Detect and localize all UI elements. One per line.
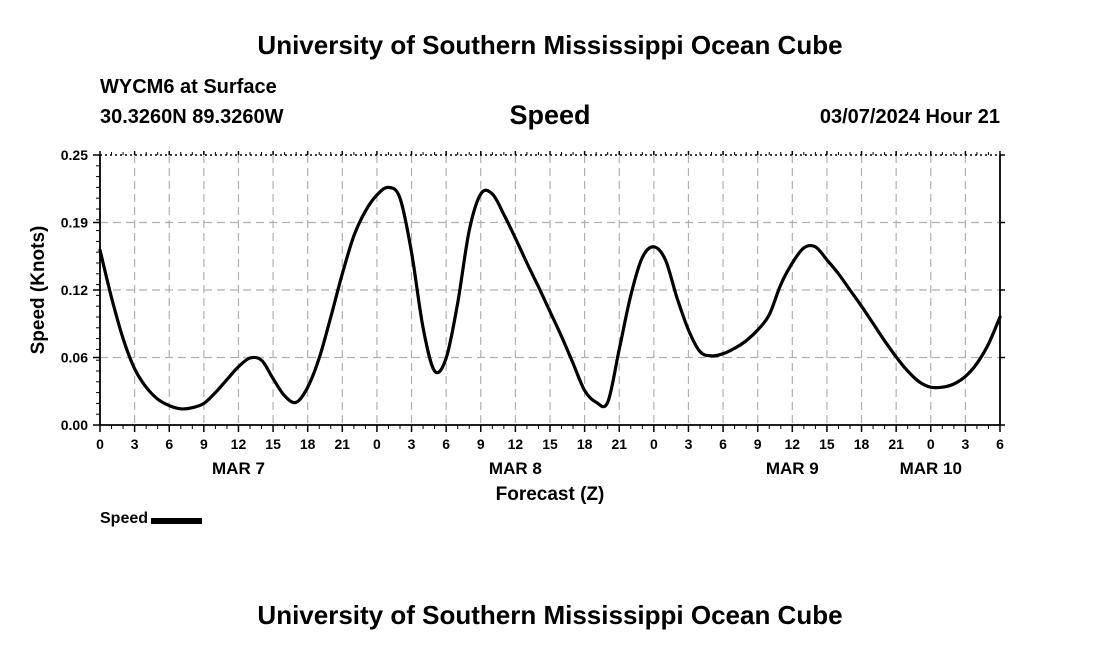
- x-tick-label: 3: [685, 436, 693, 452]
- x-tick-label: 6: [996, 436, 1004, 452]
- x-tick-label: 6: [719, 436, 727, 452]
- date-label: MAR 7: [212, 459, 265, 478]
- x-tick-label: 6: [442, 436, 450, 452]
- x-tick-label: 15: [542, 436, 558, 452]
- x-tick-label: 18: [854, 436, 870, 452]
- x-tick-label: 21: [888, 436, 904, 452]
- chart-series: [98, 185, 1002, 411]
- x-tick-label: 3: [961, 436, 969, 452]
- x-tick-label: 12: [508, 436, 524, 452]
- x-tick-label: 18: [300, 436, 316, 452]
- x-tick-label: 9: [200, 436, 208, 452]
- y-tick-label: 0.25: [61, 147, 88, 163]
- coordinates-label: 30.3260N 89.3260W: [100, 106, 284, 128]
- date-label: MAR 10: [900, 459, 962, 478]
- chart-title: Speed: [509, 100, 591, 130]
- speed-series-line: [98, 185, 1002, 411]
- x-tick-label: 12: [785, 436, 801, 452]
- forecast-datetime: 03/07/2024 Hour 21: [819, 106, 1000, 128]
- date-label: MAR 9: [766, 459, 819, 478]
- x-tick-label: 3: [131, 436, 139, 452]
- chart-grid: [100, 155, 1000, 425]
- x-tick-label: 3: [408, 436, 416, 452]
- x-tick-label: 0: [96, 436, 104, 452]
- x-tick-label: 0: [927, 436, 935, 452]
- x-axis-title: Forecast (Z): [496, 484, 605, 505]
- x-tick-label: 21: [611, 436, 627, 452]
- y-tick-label: 0.12: [61, 282, 88, 298]
- x-tick-label: 15: [819, 436, 835, 452]
- station-label: WYCM6 at Surface: [100, 76, 277, 98]
- x-tick-label: 18: [577, 436, 593, 452]
- chart-axes: [93, 151, 1005, 432]
- legend-label: Speed: [100, 510, 149, 527]
- y-tick-label: 0.19: [61, 215, 88, 231]
- footer-title: University of Southern Mississippi Ocean…: [257, 600, 843, 630]
- y-tick-label: 0.06: [61, 350, 88, 366]
- x-tick-label: 21: [335, 436, 351, 452]
- chart-labels: 0 3 6 9 12 15 18 21 0 3 6 9 12 15 18 21 0 3 6 9 12 15 18 21 0 3 6 0…: [28, 147, 1004, 505]
- page-title: University of Southern Mississippi Ocean…: [257, 30, 843, 60]
- chart-legend: Speed: [100, 510, 203, 528]
- x-tick-label: 12: [231, 436, 247, 452]
- x-tick-label: 0: [373, 436, 381, 452]
- x-tick-label: 0: [650, 436, 658, 452]
- x-tick-label: 9: [477, 436, 485, 452]
- x-tick-label: 9: [754, 436, 762, 452]
- x-tick-label: 6: [165, 436, 173, 452]
- date-label: MAR 8: [489, 459, 542, 478]
- y-tick-label: 0.00: [61, 417, 88, 433]
- y-axis-title: Speed (Knots): [28, 226, 49, 355]
- x-tick-label: 15: [265, 436, 281, 452]
- legend-swatch: [151, 517, 203, 524]
